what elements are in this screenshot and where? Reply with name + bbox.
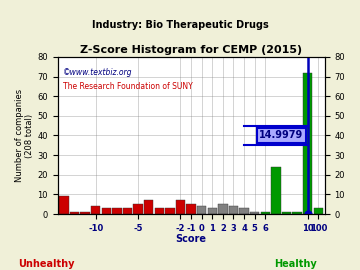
Bar: [154, 208, 164, 214]
Bar: [91, 206, 100, 214]
Text: 14.9979: 14.9979: [259, 130, 303, 140]
Y-axis label: Number of companies
(208 total): Number of companies (208 total): [15, 89, 35, 182]
Bar: [239, 208, 249, 214]
Text: The Research Foundation of SUNY: The Research Foundation of SUNY: [63, 82, 193, 91]
Bar: [70, 212, 79, 214]
Bar: [186, 204, 196, 214]
Text: Unhealthy: Unhealthy: [19, 259, 75, 269]
Bar: [261, 212, 270, 214]
Bar: [250, 212, 260, 214]
Bar: [133, 204, 143, 214]
Bar: [112, 208, 122, 214]
Bar: [197, 206, 206, 214]
Text: ©www.textbiz.org: ©www.textbiz.org: [63, 68, 132, 77]
Bar: [59, 196, 69, 214]
X-axis label: Score: Score: [176, 234, 207, 244]
Bar: [282, 212, 291, 214]
Bar: [314, 208, 323, 214]
Text: Industry: Bio Therapeutic Drugs: Industry: Bio Therapeutic Drugs: [92, 20, 268, 30]
Bar: [123, 208, 132, 214]
Bar: [271, 167, 281, 214]
Bar: [102, 208, 111, 214]
Text: Healthy: Healthy: [274, 259, 316, 269]
Bar: [165, 208, 175, 214]
Bar: [303, 73, 312, 214]
Bar: [218, 204, 228, 214]
Bar: [292, 212, 302, 214]
Bar: [207, 208, 217, 214]
Title: Z-Score Histogram for CEMP (2015): Z-Score Histogram for CEMP (2015): [80, 45, 302, 55]
Bar: [176, 200, 185, 214]
Bar: [229, 206, 238, 214]
Bar: [80, 212, 90, 214]
Bar: [144, 200, 153, 214]
